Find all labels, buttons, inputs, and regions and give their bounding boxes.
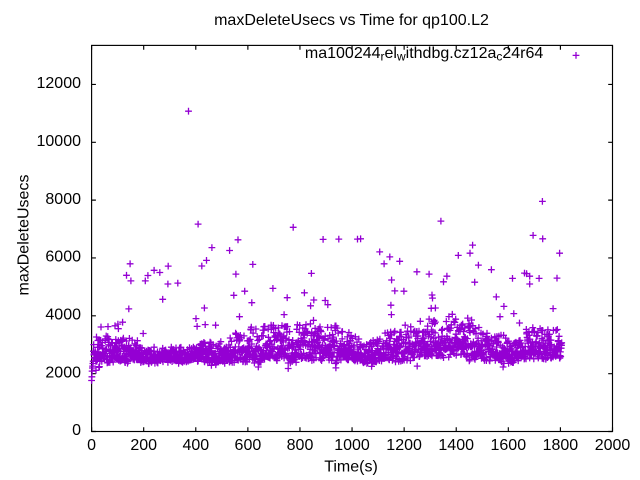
svg-text:12000: 12000: [37, 75, 82, 92]
svg-text:8000: 8000: [45, 191, 81, 208]
svg-text:2000: 2000: [595, 437, 631, 454]
svg-text:4000: 4000: [45, 307, 81, 324]
svg-text:800: 800: [287, 437, 314, 454]
svg-text:2000: 2000: [45, 364, 81, 381]
svg-text:Time(s): Time(s): [324, 459, 378, 476]
svg-text:1400: 1400: [438, 437, 474, 454]
svg-text:6000: 6000: [45, 249, 81, 266]
svg-text:maxDeleteUsecs vs Time for qp1: maxDeleteUsecs vs Time for qp100.L2: [214, 12, 489, 29]
svg-text:1600: 1600: [491, 437, 527, 454]
svg-text:1000: 1000: [334, 437, 370, 454]
svg-text:ma100244relwithdbg.cz12ac24r64: ma100244relwithdbg.cz12ac24r64: [305, 45, 544, 64]
svg-text:600: 600: [235, 437, 262, 454]
svg-text:1200: 1200: [386, 437, 422, 454]
svg-text:1800: 1800: [543, 437, 579, 454]
svg-text:0: 0: [72, 422, 81, 439]
svg-text:0: 0: [87, 437, 96, 454]
svg-text:200: 200: [130, 437, 157, 454]
svg-text:400: 400: [182, 437, 209, 454]
svg-text:maxDeleteUsecs: maxDeleteUsecs: [16, 175, 33, 296]
svg-text:10000: 10000: [37, 133, 82, 150]
